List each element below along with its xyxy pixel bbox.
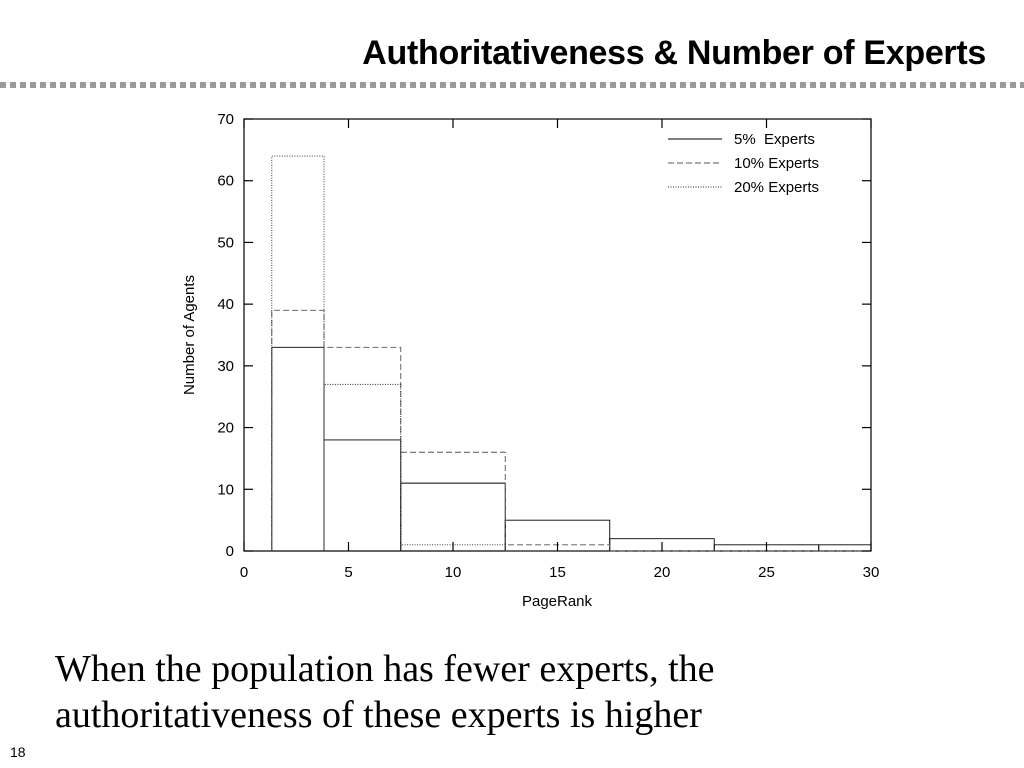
legend-label: 20% Experts [734, 179, 819, 196]
x-tick-label: 25 [758, 564, 775, 581]
legend: 5% Experts 10% Experts 20% Experts [668, 131, 819, 196]
legend-label: 10% Experts [734, 155, 819, 172]
x-tick-label: 20 [654, 564, 671, 581]
bar [271, 155, 325, 551]
x-tick-label: 30 [863, 564, 880, 581]
y-tick-label: 30 [217, 358, 234, 375]
series-2-bars [271, 309, 871, 552]
caption-line-2: authoritativeness of these experts is hi… [55, 694, 702, 736]
bar [400, 482, 506, 551]
y-axis-label: Number of Agents [181, 275, 198, 395]
y-tick-label: 40 [217, 296, 234, 313]
series-3-bars [271, 155, 871, 552]
series-1-bars [271, 346, 872, 551]
y-tick-label: 10 [217, 481, 234, 498]
title-divider [0, 82, 1024, 88]
bar [271, 309, 325, 551]
bar [271, 346, 325, 551]
bar [504, 519, 611, 551]
bar [323, 346, 402, 551]
y-tick-label: 60 [217, 173, 234, 190]
x-tick-label: 0 [240, 564, 248, 581]
legend-label: 5% Experts [734, 131, 815, 148]
x-axis-label: PageRank [522, 593, 593, 610]
slide-title: Authoritativeness & Number of Experts [362, 34, 986, 72]
bars-layer [271, 155, 872, 552]
page-number: 18 [10, 744, 26, 760]
bar [818, 544, 872, 551]
y-tick-label: 50 [217, 234, 234, 251]
x-tick-label: 10 [445, 564, 462, 581]
x-tick-label: 15 [549, 564, 566, 581]
y-tick-label: 70 [217, 111, 234, 128]
y-tick-label: 20 [217, 420, 234, 437]
bar [400, 451, 506, 551]
bar [323, 439, 402, 551]
y-tick-label: 0 [226, 543, 234, 560]
bar [323, 383, 402, 551]
slide-caption: When the population has fewer experts, t… [55, 646, 955, 738]
x-tick-label: 5 [344, 564, 352, 581]
caption-line-1: When the population has fewer experts, t… [55, 648, 715, 690]
axes-layer: 0 5 10 15 20 25 30 0 10 20 30 40 50 60 70 [217, 111, 879, 581]
